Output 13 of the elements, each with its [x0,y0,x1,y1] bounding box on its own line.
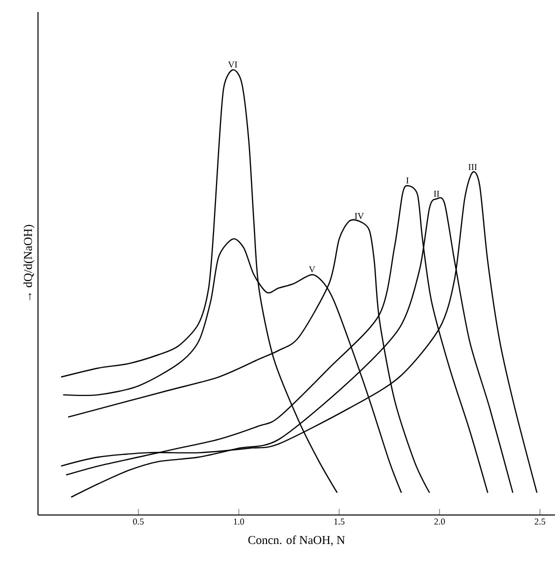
x-axis-title: Concn. of NaOH, N [248,536,345,546]
series-label: VI [228,62,238,68]
series-label: III [468,164,477,170]
series-label: V [308,266,316,272]
x-tick-label: 2.0 [434,518,445,525]
series-label: IV [354,212,364,220]
series-label: II [434,190,440,197]
series-label: I [406,178,409,184]
x-tick-label: 1.5 [334,518,344,525]
x-tick-label: 1.0 [234,518,244,525]
x-tick-label: 0.5 [133,518,144,525]
x-tick-label: 2.5 [534,518,546,525]
y-axis-title: → dQ/d(NaOH) [24,224,34,300]
